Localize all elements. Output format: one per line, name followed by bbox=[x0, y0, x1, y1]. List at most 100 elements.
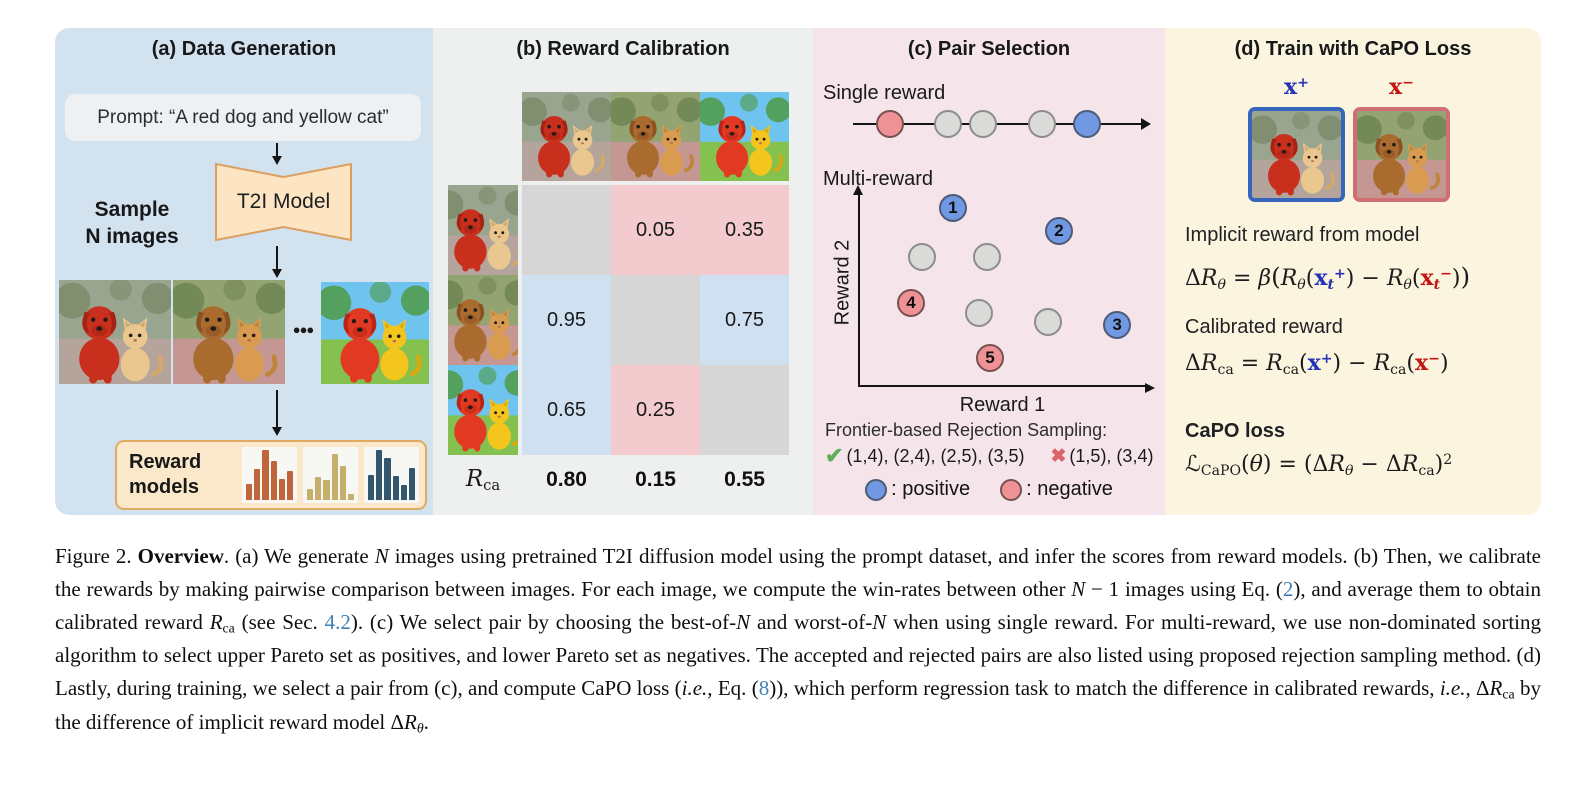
matrix-row-1: 0.05 0.35 bbox=[448, 185, 789, 275]
text-run: − bbox=[1354, 266, 1387, 291]
reward-histogram-2 bbox=[303, 447, 358, 503]
row-image-3 bbox=[448, 365, 518, 455]
matrix-cell: 0.75 bbox=[700, 275, 789, 365]
capo-loss-label: CaPO loss bbox=[1185, 420, 1286, 442]
sample-point bbox=[1028, 110, 1057, 138]
sample-point-4: 4 bbox=[897, 288, 925, 317]
text-run: ) bbox=[1434, 452, 1444, 478]
prompt-box: Prompt: “A red dog and yellow cat” bbox=[65, 94, 421, 141]
text-run: θ bbox=[1297, 276, 1306, 293]
arrow-prompt-to-model bbox=[272, 143, 282, 165]
single-reward-label: Single reward bbox=[823, 82, 946, 104]
calibrated-reward-label: Calibrated reward bbox=[1185, 316, 1343, 338]
text-run: and worst-of- bbox=[750, 610, 873, 635]
text-run: R bbox=[465, 465, 484, 492]
text-run: R bbox=[403, 709, 417, 734]
implicit-reward-equation: ΔRθ = β(Rθ(xt+) − Rθ(xt−)) bbox=[1185, 262, 1470, 293]
reward-histogram-1 bbox=[242, 447, 297, 503]
histogram-bar bbox=[331, 454, 338, 500]
negative-image-art bbox=[1357, 111, 1446, 198]
text-run: − bbox=[1341, 351, 1374, 376]
text-run: x bbox=[1415, 350, 1429, 376]
text-run: (see Sec. bbox=[234, 610, 325, 635]
text-run: ), and average them to obtain calibrated… bbox=[55, 577, 1541, 635]
text-run: ) bbox=[1460, 262, 1471, 291]
reward-models-box: Reward models bbox=[115, 440, 427, 510]
text-run: i.e. bbox=[1439, 676, 1466, 701]
histogram-bar bbox=[262, 450, 269, 500]
text-run: θ bbox=[1217, 276, 1226, 293]
text-run: ca bbox=[483, 477, 501, 495]
text-run: θ bbox=[1344, 462, 1354, 479]
text-run: N bbox=[374, 544, 389, 568]
text-run: x bbox=[1420, 265, 1434, 291]
single-reward-numberline bbox=[853, 110, 1151, 138]
text-run: ca bbox=[1217, 361, 1234, 378]
sample-point bbox=[1072, 110, 1101, 138]
text-run: ) bbox=[1345, 266, 1355, 291]
legend-negative-label: : negative bbox=[1026, 478, 1113, 500]
generated-image-1 bbox=[59, 280, 171, 384]
text-run: , Δ bbox=[1465, 676, 1490, 701]
column-image-2 bbox=[611, 92, 700, 181]
figure-caption: Figure 2. Overview. (a) We generate N im… bbox=[55, 540, 1541, 739]
generated-images-row: ●●● bbox=[59, 280, 429, 384]
text-run: ( bbox=[1406, 351, 1416, 376]
panel-d-title: (d) Train with CaPO Loss bbox=[1234, 38, 1472, 60]
histogram-bar bbox=[408, 468, 416, 500]
column-image-1 bbox=[522, 92, 611, 181]
ref-link[interactable]: 4.2 bbox=[324, 610, 351, 635]
text-run: ℒ bbox=[1185, 452, 1201, 478]
check-icon: ✔ bbox=[825, 443, 844, 468]
reward-histogram-3 bbox=[364, 447, 419, 503]
histogram-bar bbox=[246, 484, 253, 500]
text-run: R bbox=[1266, 351, 1283, 376]
text-run: i.e. bbox=[681, 676, 708, 701]
calibrated-reward-row: Rca 0.80 0.15 0.55 bbox=[448, 455, 789, 505]
histogram-bar bbox=[376, 450, 383, 500]
text-run: R bbox=[1280, 266, 1298, 291]
text-run: ) bbox=[1451, 266, 1461, 291]
sample-point bbox=[933, 110, 962, 138]
matrix-cell: 0.95 bbox=[522, 275, 611, 365]
text-run: x bbox=[1284, 74, 1298, 100]
text-run: t bbox=[1327, 276, 1334, 293]
sample-point bbox=[1034, 307, 1063, 336]
histogram-bar bbox=[323, 480, 330, 500]
text-run: − 1 images using Eq. ( bbox=[1085, 577, 1283, 602]
histogram-bar bbox=[315, 477, 322, 500]
sample-n-images-label: Sample N images bbox=[85, 198, 179, 249]
sampling-pairs-row: ✔ (1,4), (2,4), (2,5), (3,5) ✖ (1,5), (3… bbox=[825, 443, 1153, 469]
multi-reward-label: Multi-reward bbox=[823, 168, 934, 190]
panel-pair-selection: (c) Pair Selection Single reward Multi-r… bbox=[813, 28, 1165, 515]
matrix-row-2: 0.95 0.75 bbox=[448, 275, 789, 365]
y-axis-label: Reward 2 bbox=[831, 239, 854, 326]
text-run: − bbox=[1402, 74, 1414, 91]
histogram-bar bbox=[368, 475, 375, 500]
text-run: ( bbox=[1411, 266, 1421, 291]
text-run: β bbox=[1258, 266, 1272, 291]
histogram-bar bbox=[339, 466, 346, 500]
sample-point bbox=[973, 242, 1002, 271]
ref-link[interactable]: 8 bbox=[758, 676, 770, 701]
legend-negative: : negative bbox=[1000, 478, 1113, 501]
capo-loss-equation: ℒCaPO(θ) = (ΔRθ − ΔRca)2 bbox=[1185, 452, 1452, 479]
reward-models-label: Reward models bbox=[129, 451, 202, 498]
text-run: θ bbox=[1249, 452, 1263, 478]
pareto-scatter-plot: Reward 2 Reward 1 1 2 4 3 5 bbox=[832, 185, 1155, 416]
ref-link[interactable]: 2 bbox=[1282, 577, 1294, 602]
text-run: Δ bbox=[1185, 266, 1201, 291]
text-run: R bbox=[1200, 266, 1218, 291]
matrix-row-3: 0.65 0.25 bbox=[448, 365, 789, 455]
text-run: . bbox=[423, 709, 429, 734]
positive-image-art bbox=[1252, 111, 1341, 198]
bowtie-shape bbox=[215, 163, 352, 241]
text-run: − bbox=[1440, 265, 1452, 282]
histogram-bar bbox=[254, 469, 261, 500]
text-run: − Δ bbox=[1353, 452, 1402, 478]
text-run: R bbox=[1386, 266, 1404, 291]
text-run: x bbox=[1314, 265, 1328, 291]
text-run: t bbox=[1433, 276, 1441, 293]
r-ca-value-1: 0.80 bbox=[546, 468, 587, 491]
